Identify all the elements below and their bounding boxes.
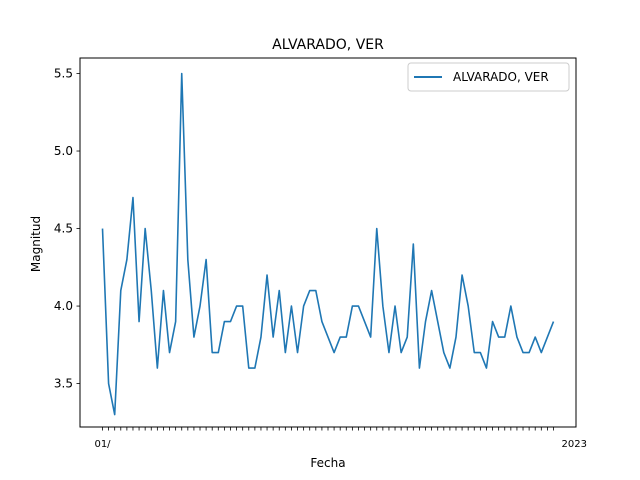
data-point xyxy=(412,243,414,245)
y-tick-label: 5.5 xyxy=(54,67,73,81)
x-tick-label-last: 2023 xyxy=(562,439,587,450)
series-line-alvarado-ver xyxy=(101,72,555,416)
data-point xyxy=(357,305,359,307)
data-point xyxy=(248,367,250,369)
legend-box xyxy=(407,62,570,92)
data-point xyxy=(229,321,231,323)
data-point xyxy=(278,290,280,292)
data-point xyxy=(333,352,335,354)
data-point xyxy=(150,290,152,292)
data-point xyxy=(485,367,487,369)
data-point xyxy=(187,259,189,261)
data-point xyxy=(534,336,536,338)
data-point xyxy=(449,367,451,369)
data-point xyxy=(144,228,146,230)
data-point xyxy=(205,259,207,261)
data-point xyxy=(364,321,366,323)
data-point xyxy=(351,305,353,307)
plot-area: 3.5 4.0 4.5 5.0 5.5 01/2023 xyxy=(54,57,587,450)
data-point xyxy=(553,321,555,323)
data-point xyxy=(193,336,195,338)
data-point xyxy=(236,305,238,307)
y-tick-label: 5.0 xyxy=(54,144,73,158)
data-point xyxy=(242,305,244,307)
data-point xyxy=(406,336,408,338)
data-point xyxy=(162,290,164,292)
data-point xyxy=(102,228,104,230)
data-point xyxy=(388,352,390,354)
data-point xyxy=(504,336,506,338)
data-point xyxy=(138,321,140,323)
data-point xyxy=(516,336,518,338)
data-point xyxy=(132,197,134,199)
data-point xyxy=(498,336,500,338)
data-point xyxy=(175,321,177,323)
data-point xyxy=(492,321,494,323)
data-point xyxy=(467,305,469,307)
data-point xyxy=(370,336,372,338)
data-point xyxy=(290,305,292,307)
data-point xyxy=(266,274,268,276)
data-point xyxy=(540,352,542,354)
data-point xyxy=(217,352,219,354)
data-point xyxy=(223,321,225,323)
data-point xyxy=(284,352,286,354)
data-point xyxy=(418,367,420,369)
data-point xyxy=(126,259,128,261)
data-point xyxy=(510,305,512,307)
data-point xyxy=(437,321,439,323)
data-point xyxy=(479,352,481,354)
data-point xyxy=(443,352,445,354)
y-axis-label: Magnitud xyxy=(29,216,43,272)
data-point xyxy=(199,305,201,307)
data-point xyxy=(376,228,378,230)
data-point xyxy=(321,321,323,323)
data-point xyxy=(309,290,311,292)
data-point xyxy=(108,383,110,385)
data-point xyxy=(394,305,396,307)
y-tick-label: 4.5 xyxy=(54,222,73,236)
data-point xyxy=(211,352,213,354)
data-point xyxy=(315,290,317,292)
data-point xyxy=(260,336,262,338)
data-point xyxy=(431,290,433,292)
data-point xyxy=(181,73,183,75)
data-point xyxy=(254,367,256,369)
data-point xyxy=(169,352,171,354)
data-point xyxy=(522,352,524,354)
legend: ALVARADO, VER xyxy=(407,62,570,92)
chart-title: ALVARADO, VER xyxy=(272,37,384,53)
data-point xyxy=(425,321,427,323)
data-point xyxy=(455,336,457,338)
data-point xyxy=(400,352,402,354)
data-point xyxy=(272,336,274,338)
legend-label: ALVARADO, VER xyxy=(453,70,549,84)
y-tick-label: 3.5 xyxy=(54,377,73,391)
data-point xyxy=(156,367,158,369)
data-point xyxy=(327,336,329,338)
x-tick-label-first: 01/ xyxy=(94,439,111,450)
data-point xyxy=(528,352,530,354)
x-axis-label: Fecha xyxy=(310,456,345,470)
data-point xyxy=(297,352,299,354)
data-point xyxy=(473,352,475,354)
data-point xyxy=(339,336,341,338)
data-point xyxy=(546,336,548,338)
data-point xyxy=(461,274,463,276)
y-tick-label: 4.0 xyxy=(54,299,73,313)
data-point xyxy=(120,290,122,292)
data-point xyxy=(114,414,116,416)
data-point xyxy=(303,305,305,307)
data-point xyxy=(345,336,347,338)
data-point xyxy=(382,305,384,307)
